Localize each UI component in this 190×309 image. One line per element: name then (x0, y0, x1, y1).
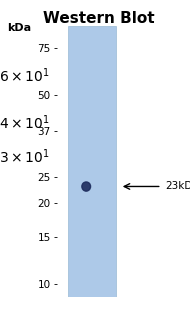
Ellipse shape (82, 182, 91, 191)
Bar (68, 26, 116, 297)
Text: 23kDa: 23kDa (165, 181, 190, 192)
Text: Western Blot: Western Blot (43, 11, 155, 26)
Text: kDa: kDa (8, 23, 32, 33)
